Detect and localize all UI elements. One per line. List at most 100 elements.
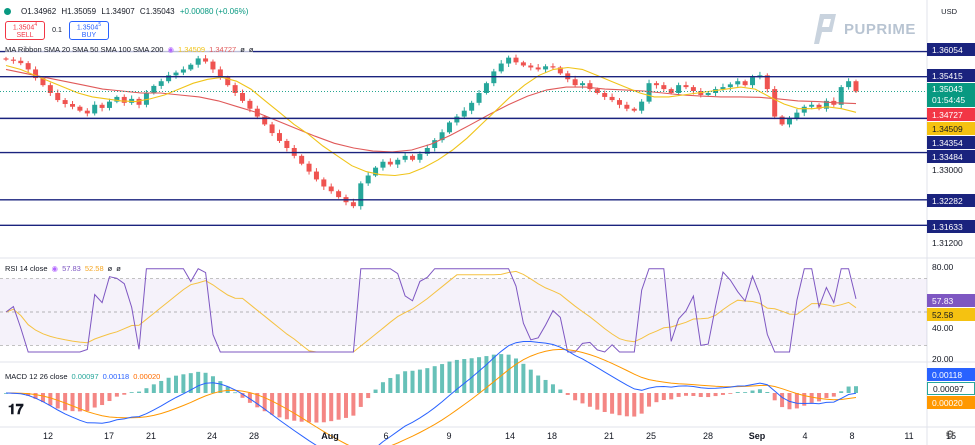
rsi-visibility-icon[interactable]: ◉ — [51, 264, 59, 273]
date-tick: 9 — [446, 431, 451, 441]
quantity-value[interactable]: 0.1 — [52, 27, 62, 34]
candle-body — [158, 81, 164, 86]
candle-body — [750, 77, 756, 86]
macd-histogram-bar — [469, 358, 474, 393]
ma-ribbon-title: MA Ribbon SMA 20 SMA 50 SMA 100 SMA 200 — [5, 45, 164, 54]
candle-body — [269, 124, 275, 134]
candle-body — [772, 89, 778, 117]
candle-body — [535, 67, 541, 70]
candle-body — [786, 118, 792, 125]
candle-body — [106, 101, 112, 108]
macd-histogram-bar — [824, 393, 829, 399]
currency-label[interactable]: USD — [941, 7, 957, 16]
candle-body — [469, 102, 475, 111]
macd-histogram-bar — [129, 392, 134, 393]
candle-body — [609, 96, 615, 101]
sell-button[interactable]: 1.35044 SELL — [5, 21, 45, 40]
macd-histogram-bar — [48, 393, 53, 406]
candle-body — [794, 112, 800, 119]
date-tick: 15 — [946, 431, 956, 441]
macd-histogram-bar — [33, 393, 38, 399]
macd-histogram-bar — [780, 393, 785, 408]
rsi-tick-40: 40.00 — [932, 323, 954, 333]
date-tick: 11 — [904, 431, 913, 441]
rsi-v1: 57.83 — [62, 264, 81, 273]
macd-histogram-bar — [676, 393, 681, 397]
date-tick: 6 — [383, 431, 388, 441]
macd-histogram-bar — [491, 354, 496, 393]
macd-histogram-bar — [233, 392, 238, 394]
macd-histogram-bar — [447, 361, 452, 393]
candle-body — [483, 83, 489, 93]
macd-histogram-bar — [299, 393, 304, 422]
candle-body — [387, 161, 393, 165]
macd-histogram-bar — [137, 391, 142, 393]
level-tag-2[interactable]: 1.35415 — [927, 69, 975, 82]
candle-body — [764, 75, 770, 90]
rsi-tick-80: 80.00 — [932, 262, 954, 272]
candle-body — [506, 57, 512, 64]
level-tag-5[interactable]: 1.32282 — [927, 194, 975, 207]
buy-button[interactable]: 1.35045 BUY — [69, 21, 109, 40]
candle-body — [18, 60, 24, 64]
macd-histogram-bar — [647, 393, 652, 407]
macd-histogram-bar — [366, 393, 371, 399]
current-price-tag: 1.35043 01:54:45 — [927, 83, 975, 107]
candle-body — [240, 93, 246, 101]
level-tag-1[interactable]: 1.36054 — [927, 43, 975, 56]
candle-body — [528, 65, 534, 68]
macd-histogram-bar — [602, 393, 607, 413]
macd-histogram-bar — [292, 393, 297, 421]
candle-body — [203, 58, 209, 62]
macd-histogram-bar — [380, 382, 385, 393]
level-tag-3[interactable]: 1.34354 — [927, 136, 975, 149]
macd-histogram-bar — [284, 393, 289, 420]
settings-gear-icon[interactable]: ⚙ — [945, 429, 955, 441]
macd-histogram-bar — [617, 393, 622, 416]
date-tick: 18 — [547, 431, 557, 441]
candle-body — [180, 69, 186, 73]
macd-histogram-bar — [321, 393, 326, 423]
level-tag-6[interactable]: 1.31633 — [927, 220, 975, 233]
candle-body — [47, 85, 53, 93]
macd-v2: 0.00118 — [102, 372, 130, 381]
macd-histogram-bar — [395, 374, 400, 393]
macd-histogram-bar — [166, 377, 171, 393]
date-tick: 28 — [249, 431, 259, 441]
macd-histogram-bar — [624, 393, 629, 417]
candle-body — [380, 161, 386, 168]
logo-text: PUPRIME — [844, 20, 916, 38]
visibility-icon[interactable]: ◉ — [167, 45, 174, 54]
high-value: H1.35059 — [61, 6, 97, 16]
ma-ribbon-v2: 1.34727 — [209, 45, 237, 54]
candle-body — [173, 72, 179, 76]
macd-histogram-bar — [661, 393, 666, 401]
market-status-icon — [4, 7, 11, 15]
macd-histogram-bar — [270, 393, 275, 415]
rsi-v3: ø — [107, 264, 113, 273]
macd-histogram-bar — [543, 379, 548, 393]
macd-histogram-bar — [550, 384, 555, 393]
macd-histogram-bar — [417, 369, 422, 393]
macd-histogram-bar — [440, 364, 445, 393]
ma-ribbon-legend[interactable]: MA Ribbon SMA 20 SMA 50 SMA 100 SMA 200 … — [5, 45, 254, 54]
macd-histogram-bar — [772, 393, 777, 401]
level-tag-4[interactable]: 1.33484 — [927, 150, 975, 163]
date-tick: Sep — [749, 431, 766, 441]
macd-histogram-bar — [565, 393, 570, 395]
candle-body — [358, 183, 364, 207]
ma-ribbon-v1: 1.34509 — [177, 45, 206, 54]
macd-histogram-bar — [218, 381, 223, 393]
macd-histogram-bar — [410, 370, 415, 393]
candle-body — [166, 75, 172, 82]
macd-legend[interactable]: MACD 12 26 close 0.00097 0.00118 0.00020 — [5, 372, 161, 381]
candle-body — [705, 93, 711, 95]
macd-value-tag: 0.00097 — [927, 382, 975, 395]
buy-price: 1.3504 — [76, 24, 99, 32]
rsi-legend[interactable]: RSI 14 close ◉ 57.83 52.58 ø ø — [5, 264, 121, 273]
candle-body — [668, 89, 674, 93]
macd-histogram-bar — [454, 359, 459, 393]
sell-label: SELL — [16, 32, 34, 40]
